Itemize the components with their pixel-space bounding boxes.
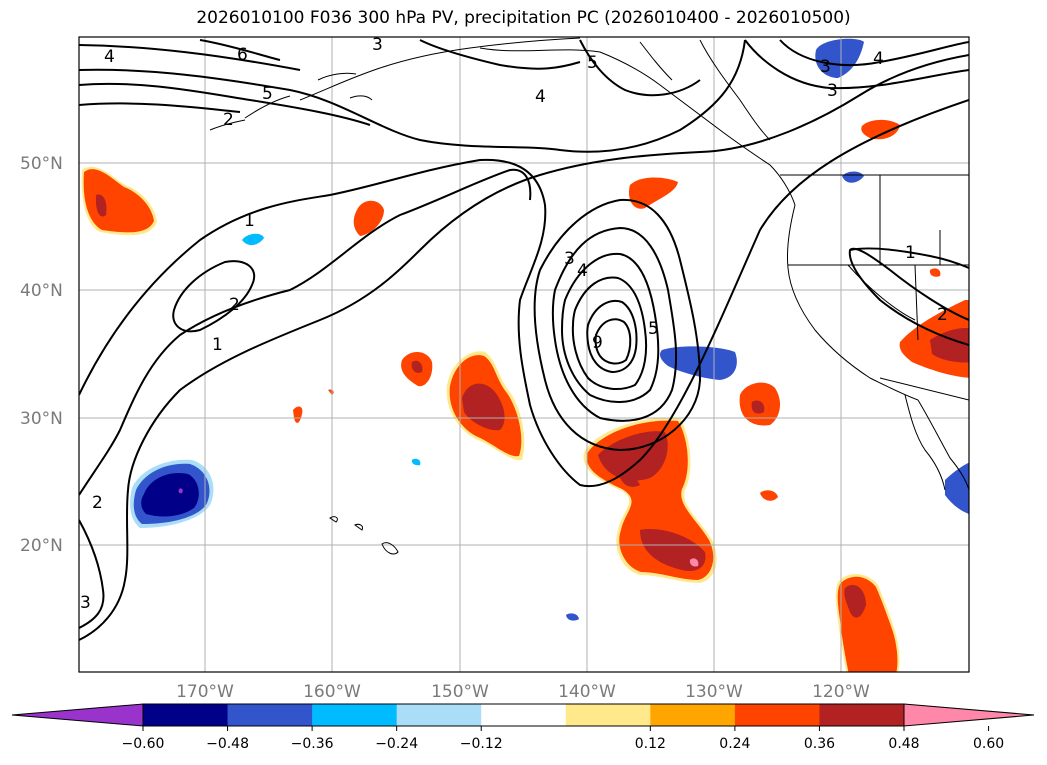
contour-label: 3 (564, 249, 575, 269)
colorbar-tick-label: 0.36 (804, 736, 835, 752)
colorbar-tick-label: 0.60 (973, 736, 1004, 752)
lat-label-20n: 20°N (20, 536, 63, 556)
colorbar-tick-label: 0.12 (635, 736, 666, 752)
lon-label-160w: 160°W (303, 682, 361, 702)
contour-label: 2 (223, 110, 234, 130)
colorbar-segment (565, 704, 651, 726)
lat-label-50n: 50°N (20, 154, 63, 174)
colorbar-outline (142, 703, 905, 727)
colorbar-extend-max (903, 703, 1035, 727)
contour-labels: 4 6 5 3 2 1 2 1 5 4 3 4 3 9 5 4 3 1 2 2 … (80, 35, 948, 613)
contour-label: 9 (592, 333, 603, 353)
colorbar-segment (481, 704, 567, 726)
colorbar-tick-label: −0.12 (460, 736, 503, 752)
contour-label: 5 (587, 53, 598, 73)
colorbar-ticks: −0.60 −0.48 −0.36 −0.24 −0.12 0.12 0.24 0.36 0.4… (122, 726, 1004, 752)
lat-label-40n: 40°N (20, 281, 63, 301)
figure-title: 2026010100 F036 300 hPa PV, precipitatio… (196, 8, 851, 28)
colorbar-segment (227, 704, 313, 726)
lon-label-130w: 130°W (685, 682, 743, 702)
precipitation-shading (81, 38, 969, 672)
longitude-labels: 170°W 160°W 150°W 140°W 130°W 120°W (176, 682, 870, 702)
pv-contours (79, 39, 969, 641)
contour-label: 2 (229, 295, 240, 315)
lon-label-170w: 170°W (176, 682, 234, 702)
colorbar-extend-min (11, 703, 144, 727)
lat-label-30n: 30°N (20, 409, 63, 429)
colorbar-segment (143, 704, 229, 726)
lon-label-150w: 150°W (431, 682, 489, 702)
colorbar-segment (312, 704, 398, 726)
colorbar-segment (734, 704, 820, 726)
colorbar-tick-label: 0.48 (888, 736, 919, 752)
colorbar-tick-label: 0.24 (719, 736, 750, 752)
contour-label: 4 (577, 261, 588, 281)
contour-label: 1 (244, 211, 255, 231)
contour-label: 1 (905, 243, 916, 263)
colorbar-segment (650, 704, 736, 726)
map-background (79, 37, 969, 672)
contour-label: 3 (372, 35, 383, 55)
colorbar-segment (819, 704, 905, 726)
colorbar-tick-label: −0.24 (375, 736, 418, 752)
lon-label-120w: 120°W (812, 682, 870, 702)
contour-label: 5 (262, 84, 273, 104)
contour-label: 3 (820, 57, 831, 77)
contour-label: 3 (827, 81, 838, 101)
contour-label: 5 (648, 319, 659, 339)
contour-label: 4 (873, 49, 884, 69)
colorbar-segment (396, 704, 482, 726)
colorbar-tick-label: −0.48 (206, 736, 249, 752)
contour-label: 6 (237, 45, 248, 65)
contour-label: 1 (212, 335, 223, 355)
colorbar (11, 703, 1035, 727)
coastlines (209, 37, 969, 555)
colorbar-tick-label: −0.36 (291, 736, 334, 752)
contour-label: 2 (92, 493, 103, 513)
colorbar-tick-label: −0.60 (122, 736, 165, 752)
graticule (79, 37, 969, 672)
contour-label: 2 (937, 305, 948, 325)
lon-label-140w: 140°W (558, 682, 616, 702)
map-frame (78, 36, 970, 673)
contour-label: 3 (80, 593, 91, 613)
latitude-labels: 50°N 40°N 30°N 20°N (20, 154, 63, 556)
contour-label: 4 (104, 47, 115, 67)
contour-label: 4 (535, 87, 546, 107)
